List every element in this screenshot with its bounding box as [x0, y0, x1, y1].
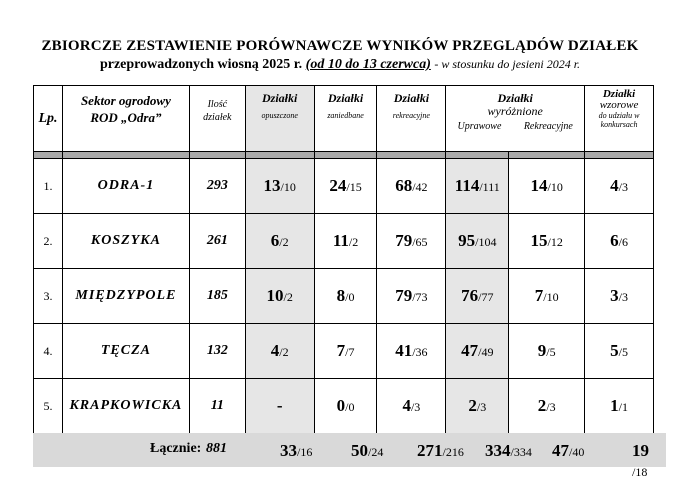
totals-value: 33/16 [280, 441, 313, 460]
header-wyroznione: Działki wyróżnione Uprawowe Rekreacyjne [445, 85, 586, 152]
totals-value: 334/334 [485, 441, 532, 460]
subtitle-dates: (od 10 do 13 czerwca) [305, 57, 431, 72]
document-subtitle: przeprowadzonych wiosną 2025 r. (od 10 d… [0, 57, 680, 73]
row-value: 7/7 [313, 323, 378, 379]
row-value: 24/15 [313, 158, 378, 214]
row-value: 2/3 [445, 378, 510, 434]
totals-value: 19 /18 [632, 441, 649, 479]
header-zaniedbane: Działki zaniedbane [313, 85, 378, 152]
row-lp: 1. [33, 158, 63, 214]
row-value: 10/2 [244, 268, 315, 324]
totals-row: Łącznie: 881 33/16 50/24 271/216 334/334 47/… [33, 433, 666, 479]
row-value: 7/10 [508, 268, 586, 324]
row-lp: 3. [33, 268, 63, 324]
row-value: 76/77 [445, 268, 510, 324]
totals-value: 50/24 [351, 441, 384, 460]
table-row: 1. ODRA-1 293 13/10 24/15 68/42 114/111 14/10 4/… [33, 158, 654, 214]
table-row: 2. KOSZYKA 261 6/2 11/2 79/65 95/104 15/12 6/6 [33, 213, 654, 269]
row-sector-name: TĘCZA [61, 323, 190, 379]
row-value: 15/12 [508, 213, 586, 269]
subtitle-comparison: - w stosunku do jesieni 2024 r. [434, 57, 581, 71]
header-rekreacyjne: Działki rekreacyjne [376, 85, 447, 152]
header-lp: Lp. [33, 85, 63, 152]
subtitle-main: przeprowadzonych wiosną 2025 r. [99, 57, 303, 72]
row-value: 68/42 [376, 158, 447, 214]
row-value: 2/3 [508, 378, 586, 434]
row-lp: 4. [33, 323, 63, 379]
row-value: 1/1 [584, 378, 654, 434]
table-row: 3. MIĘDZYPOLE 185 10/2 8/0 79/73 76/77 7/10 3/3 [33, 268, 654, 324]
row-value: - [244, 378, 315, 434]
row-value: 8/0 [313, 268, 378, 324]
document-title: ZBIORCZE ZESTAWIENIE PORÓWNAWCZE WYNIKÓW… [41, 38, 639, 54]
totals-value: 271/216 [417, 441, 464, 460]
header-wzorowe: Działki wzorowe do udziału w konkursach [584, 85, 654, 152]
row-value: 4/3 [376, 378, 447, 434]
row-value: 9/5 [508, 323, 586, 379]
totals-count: 881 [206, 441, 227, 456]
row-value: 114/111 [445, 158, 510, 214]
header-uprawowe: Uprawowe [457, 121, 502, 132]
comparison-table: Lp. Sektor ogrodowy ROD „Odra” Ilość dział… [33, 85, 654, 434]
separator-band [33, 151, 654, 159]
row-value: 79/65 [376, 213, 447, 269]
row-sector-name: KRAPKOWICKA [61, 378, 190, 434]
row-value: 95/104 [445, 213, 510, 269]
row-plot-count: 261 [188, 213, 246, 269]
row-value: 47/49 [445, 323, 510, 379]
totals-label: Łącznie: [150, 441, 202, 456]
row-plot-count: 185 [188, 268, 246, 324]
row-value: 6/2 [244, 213, 315, 269]
row-sector-name: KOSZYKA [61, 213, 190, 269]
row-plot-count: 132 [188, 323, 246, 379]
row-lp: 2. [33, 213, 63, 269]
header-ilosc: Ilość działek [188, 85, 246, 152]
header-row: Lp. Sektor ogrodowy ROD „Odra” Ilość dział… [33, 85, 654, 152]
totals-value: 47/40 [552, 441, 585, 460]
row-value: 14/10 [508, 158, 586, 214]
row-value: 13/10 [244, 158, 315, 214]
row-plot-count: 293 [188, 158, 246, 214]
header-opuszczone: Działki opuszczone [244, 85, 315, 152]
row-value: 4/3 [584, 158, 654, 214]
table-row: 4. TĘCZA 132 4/2 7/7 41/36 47/49 9/5 5/5 [33, 323, 654, 379]
row-lp: 5. [33, 378, 63, 434]
row-value: 79/73 [376, 268, 447, 324]
row-value: 5/5 [584, 323, 654, 379]
header-sektor: Sektor ogrodowy ROD „Odra” [61, 85, 190, 152]
row-value: 3/3 [584, 268, 654, 324]
table-row: 5. KRAPKOWICKA 11-0/0 4/3 2/3 2/3 1/1 [33, 378, 654, 434]
row-value: 41/36 [376, 323, 447, 379]
row-value: 6/6 [584, 213, 654, 269]
row-sector-name: ODRA-1 [61, 158, 190, 214]
row-value: 0/0 [313, 378, 378, 434]
header-wyr-rekreacyjne: Rekreacyjne [523, 121, 573, 132]
row-value: 4/2 [244, 323, 315, 379]
row-plot-count: 11 [188, 378, 246, 434]
row-sector-name: MIĘDZYPOLE [61, 268, 190, 324]
row-value: 11/2 [313, 213, 378, 269]
